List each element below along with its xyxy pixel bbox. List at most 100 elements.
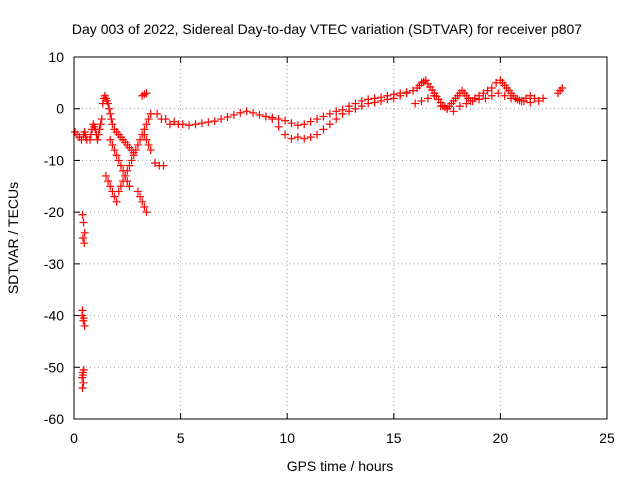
data-point — [351, 104, 360, 113]
data-point — [281, 130, 290, 139]
data-point — [479, 89, 488, 98]
y-tick-label: -10 — [44, 152, 64, 168]
data-point — [411, 99, 420, 108]
data-point — [101, 171, 110, 180]
data-point — [123, 166, 132, 175]
x-tick-label: 25 — [599, 430, 615, 446]
data-point — [106, 135, 115, 144]
data-point — [300, 134, 309, 143]
data-point — [229, 110, 238, 119]
data-point — [93, 135, 102, 144]
data-point — [383, 95, 392, 104]
data-point — [110, 146, 119, 155]
data-point — [287, 134, 296, 143]
data-point — [481, 94, 490, 103]
data-point — [159, 161, 168, 170]
data-point — [79, 378, 88, 387]
data-point — [519, 96, 528, 105]
x-tick-label: 20 — [493, 430, 509, 446]
data-point — [144, 140, 153, 149]
data-point — [210, 117, 219, 126]
y-tick-label: 0 — [56, 101, 64, 117]
y-tick-label: 10 — [48, 49, 64, 65]
data-point — [513, 95, 522, 104]
data-point — [487, 91, 496, 100]
data-point — [125, 182, 134, 191]
y-tick-label: -20 — [44, 204, 64, 220]
data-point — [236, 108, 245, 117]
data-point — [97, 115, 106, 124]
data-point — [107, 115, 116, 124]
data-point — [217, 115, 226, 124]
data-points — [71, 76, 567, 392]
data-point — [287, 119, 296, 128]
data-point — [105, 104, 114, 113]
data-point — [78, 234, 87, 242]
data-point — [78, 371, 87, 380]
data-point — [104, 177, 113, 186]
data-point — [306, 117, 315, 126]
data-point — [494, 89, 503, 98]
data-point — [142, 135, 151, 144]
y-tick-label: -30 — [44, 256, 64, 272]
data-point — [108, 140, 117, 149]
data-point — [300, 120, 309, 129]
data-point — [255, 110, 264, 119]
x-tick-label: 5 — [177, 430, 185, 446]
data-point — [423, 94, 432, 103]
data-point — [129, 151, 138, 160]
data-point — [402, 89, 411, 98]
data-point — [487, 84, 496, 93]
data-point — [161, 115, 170, 124]
data-point — [119, 177, 128, 186]
grid — [74, 57, 607, 419]
chart-title: Day 003 of 2022, Sidereal Day-to-day VTE… — [72, 21, 582, 37]
data-point — [165, 120, 174, 129]
data-point — [204, 118, 213, 127]
data-point — [85, 135, 94, 144]
data-point — [121, 171, 130, 180]
data-point — [500, 91, 509, 100]
plot-frame — [73, 56, 608, 420]
data-point — [281, 116, 290, 125]
data-point — [80, 239, 89, 248]
data-point — [114, 156, 123, 165]
data-point — [319, 112, 328, 121]
data-point — [396, 91, 405, 100]
data-point — [370, 98, 379, 107]
data-point — [133, 187, 142, 196]
data-point — [153, 109, 162, 118]
data-point — [332, 107, 341, 116]
data-point — [197, 119, 206, 128]
data-point — [364, 99, 373, 108]
data-point — [306, 133, 315, 142]
data-point — [242, 107, 251, 116]
data-point — [79, 218, 88, 227]
x-tick-label: 0 — [70, 430, 78, 446]
data-point — [142, 89, 151, 98]
data-point — [443, 104, 452, 113]
data-point — [526, 91, 535, 100]
data-point — [417, 96, 426, 105]
data-point — [223, 112, 232, 121]
data-point — [140, 202, 149, 211]
y-axis-label: SDTVAR / TECUs — [5, 182, 21, 294]
data-point — [313, 115, 322, 124]
y-tick-label: -60 — [44, 411, 64, 427]
x-tick-label: 10 — [279, 430, 295, 446]
data-point — [104, 99, 113, 108]
data-point — [138, 197, 147, 206]
data-point — [507, 94, 516, 103]
data-point — [80, 127, 89, 136]
data-point — [440, 103, 449, 112]
data-point — [95, 125, 104, 134]
data-point — [319, 125, 328, 134]
x-tick-label: 15 — [386, 430, 402, 446]
data-point — [191, 120, 200, 129]
data-point — [377, 96, 386, 105]
x-axis-label: GPS time / hours — [287, 458, 394, 474]
data-point — [332, 115, 341, 124]
data-point — [78, 306, 87, 315]
data-point — [325, 120, 334, 129]
